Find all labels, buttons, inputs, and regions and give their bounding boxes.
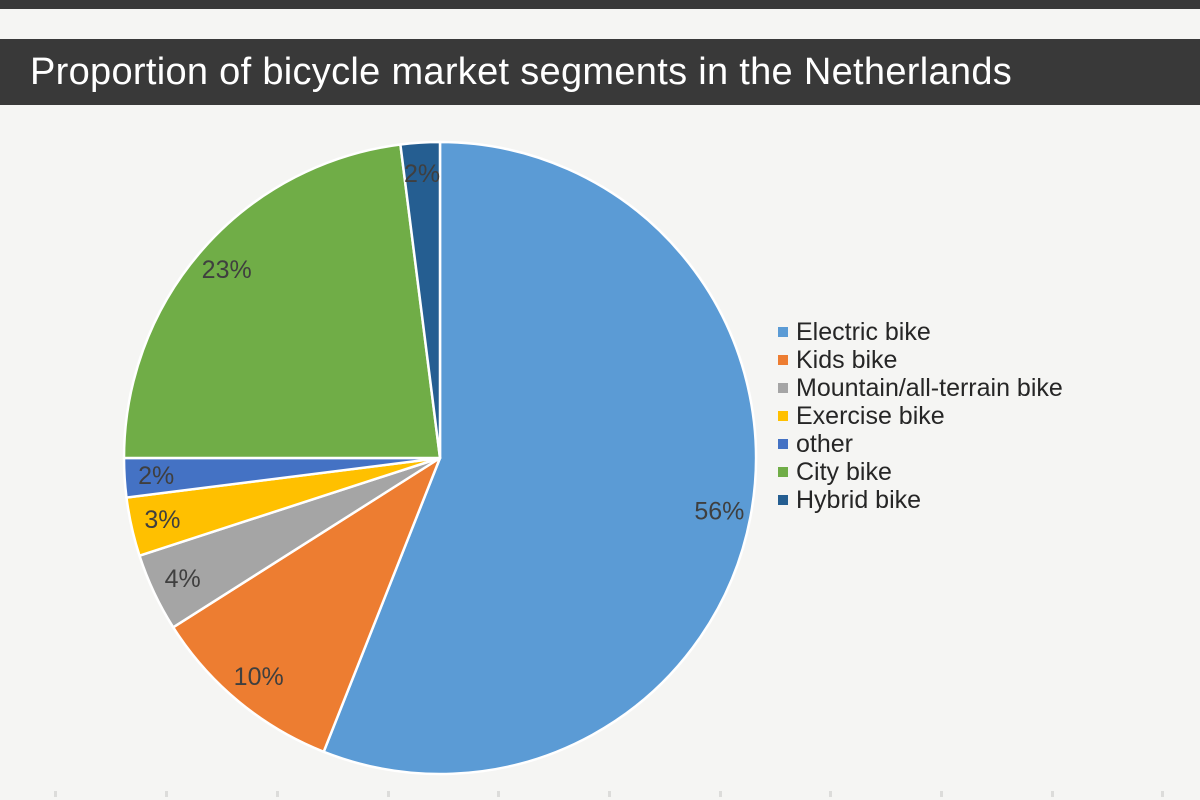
pie-slice-kids-bike: [171, 456, 442, 754]
legend-label: Hybrid bike: [796, 486, 922, 514]
title-bar: Proportion of bicycle market segments in…: [0, 39, 1200, 105]
legend-swatch: [778, 467, 788, 477]
legend-swatch: [778, 383, 788, 393]
legend-item: Hybrid bike: [778, 486, 1063, 514]
legend-item: other: [778, 430, 1063, 458]
legend-label: Exercise bike: [796, 402, 945, 430]
legend-label: other: [796, 430, 853, 458]
legend-label: Mountain/all-terrain bike: [796, 374, 1063, 402]
legend-item: Exercise bike: [778, 402, 1063, 430]
data-label: 23%: [202, 256, 252, 284]
legend-label: Electric bike: [796, 318, 931, 346]
legend-label: City bike: [796, 458, 892, 486]
legend-swatch: [778, 327, 788, 337]
legend-swatch: [778, 355, 788, 365]
top-strip: [0, 0, 1200, 9]
pie-slice-city-bike: [122, 143, 442, 460]
legend-swatch: [778, 439, 788, 449]
legend-item: City bike: [778, 458, 1063, 486]
pie-slice-hybrid-bike: [399, 140, 442, 460]
pie-slice-electric-bike: [322, 140, 758, 776]
legend-label: Kids bike: [796, 346, 898, 374]
data-label: 10%: [234, 663, 284, 691]
legend-swatch: [778, 495, 788, 505]
data-label: 56%: [694, 497, 744, 525]
chart-title: Proportion of bicycle market segments in…: [30, 50, 1013, 93]
legend-item: Electric bike: [778, 318, 1063, 346]
legend: Electric bike Kids bike Mountain/all-terra…: [778, 318, 1063, 514]
data-label: 4%: [165, 565, 201, 593]
data-label: 2%: [404, 160, 440, 188]
data-label: 2%: [138, 462, 174, 490]
legend-swatch: [778, 411, 788, 421]
legend-item: Mountain/all-terrain bike: [778, 374, 1063, 402]
data-label: 3%: [144, 506, 180, 534]
legend-item: Kids bike: [778, 346, 1063, 374]
